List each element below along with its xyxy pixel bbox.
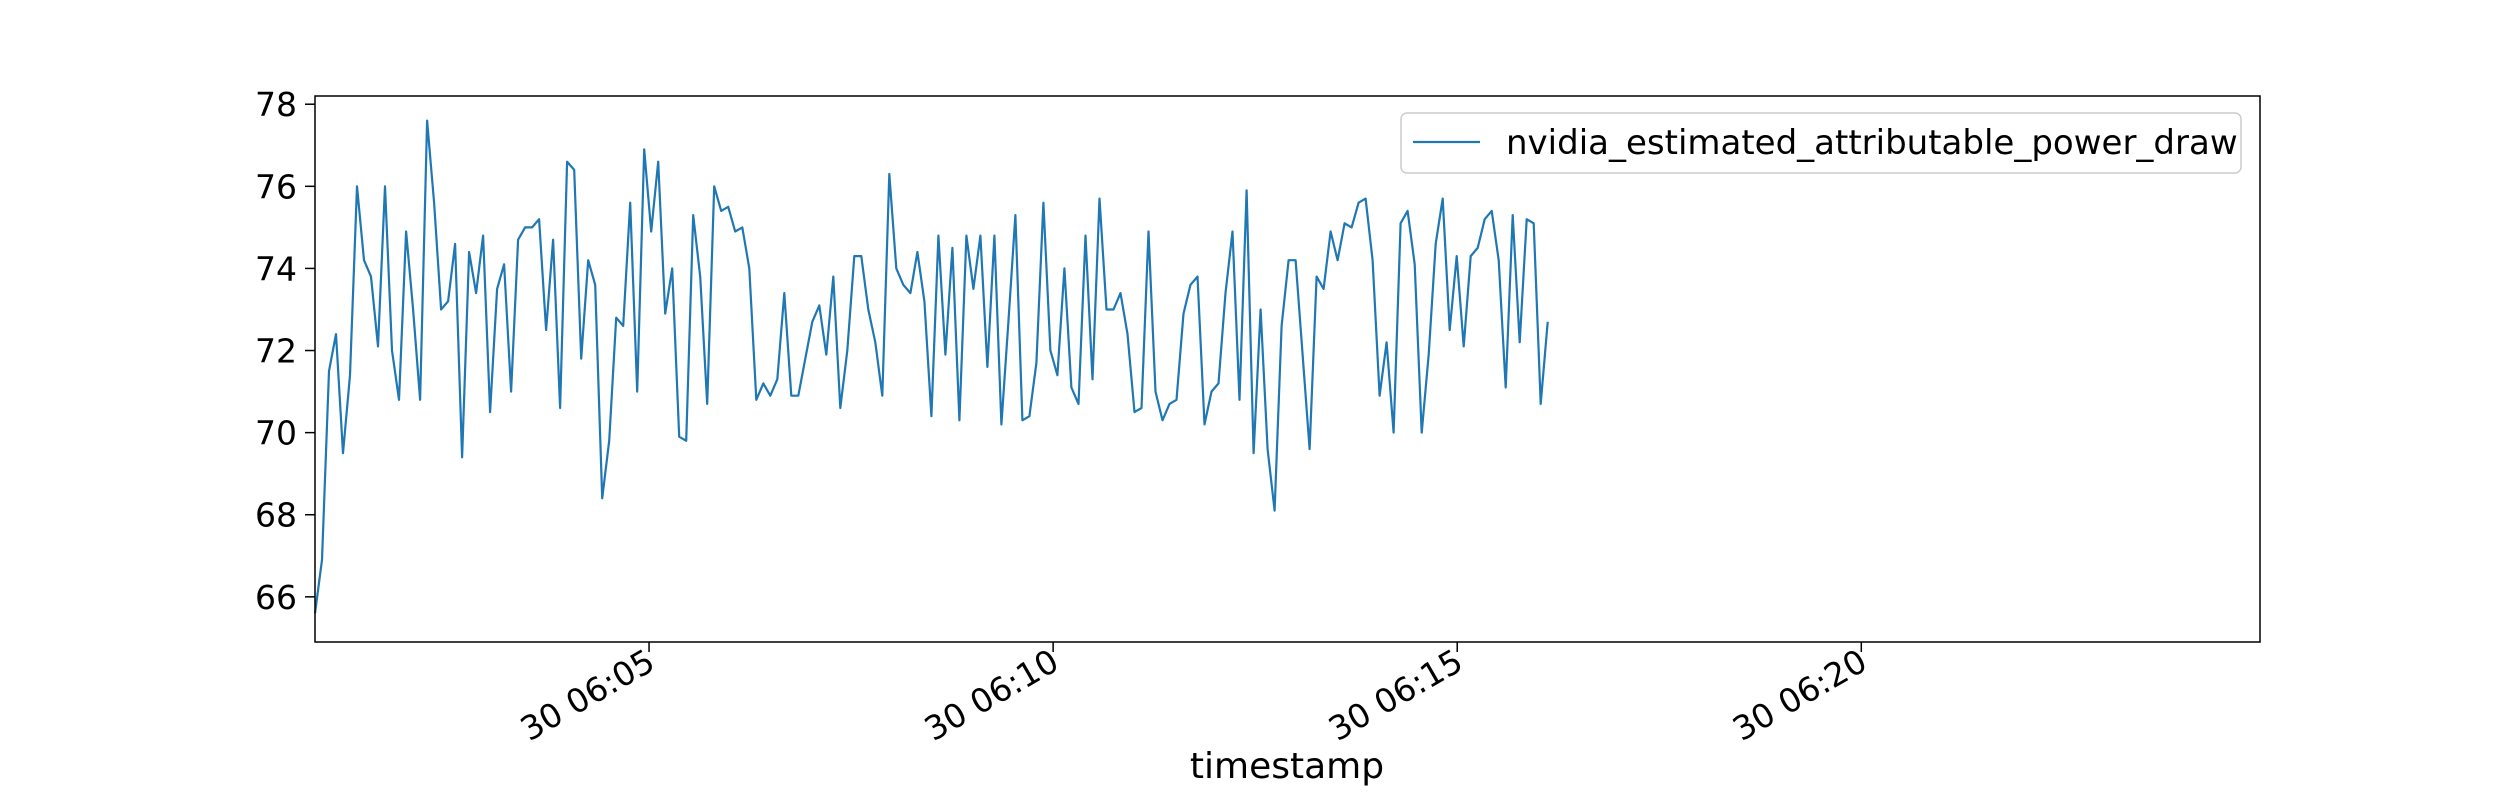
y-axis: 66 68 70 72 74 76 78 — [255, 85, 315, 617]
legend-label: nvidia_estimated_attributable_power_draw — [1506, 123, 2238, 163]
y-tick-label: 76 — [255, 167, 297, 206]
series-line-0 — [313, 119, 1549, 614]
legend: nvidia_estimated_attributable_power_draw — [1400, 112, 2242, 174]
y-tick-label: 70 — [255, 414, 297, 453]
x-tick-label: 30 06:20 — [1726, 641, 1873, 749]
y-tick-label: 72 — [255, 332, 297, 371]
x-axis-label: timestamp — [1190, 746, 1384, 787]
y-tick-label: 74 — [255, 249, 297, 288]
legend-box — [1400, 112, 2242, 174]
plot-frame — [314, 95, 2261, 643]
y-tick-label: 68 — [255, 496, 297, 535]
x-tick-label: 30 06:10 — [918, 641, 1065, 749]
x-tick-label: 30 06:05 — [514, 641, 661, 749]
y-tick-label: 78 — [255, 85, 297, 124]
x-tick-label: 30 06:15 — [1322, 641, 1469, 749]
x-axis: 30 06:05 30 06:10 30 06:15 30 06:20 — [514, 641, 1874, 749]
y-tick-label: 66 — [255, 578, 297, 617]
